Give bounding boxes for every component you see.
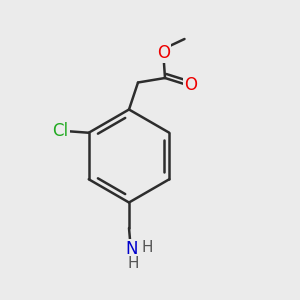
Text: H: H [142,240,153,255]
Text: N: N [126,240,138,258]
Text: O: O [184,76,198,94]
Text: Cl: Cl [52,122,68,140]
Text: O: O [157,44,170,62]
Text: H: H [128,256,139,271]
